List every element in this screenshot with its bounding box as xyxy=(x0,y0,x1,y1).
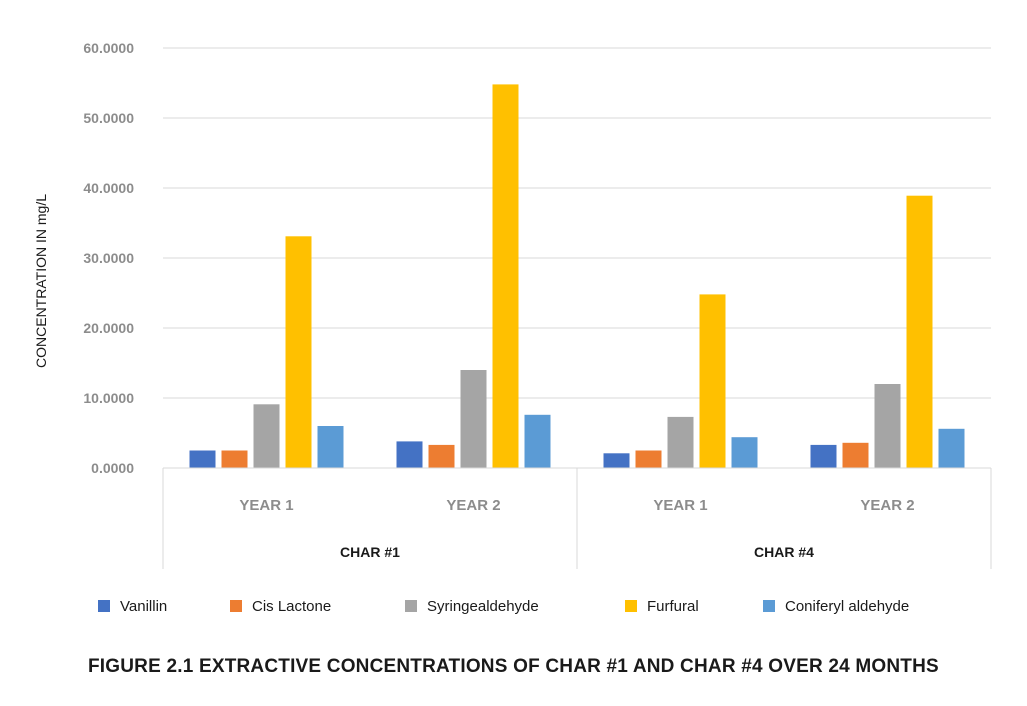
bar-coniferyl-aldehyde xyxy=(731,437,758,468)
x-category-label: YEAR 2 xyxy=(446,497,500,514)
bar-vanillin xyxy=(810,444,837,468)
x-category-label: YEAR 1 xyxy=(239,497,293,514)
x-category-label: YEAR 2 xyxy=(860,497,914,514)
y-tick-label: 60.0000 xyxy=(83,40,134,56)
y-tick-label: 50.0000 xyxy=(83,110,134,126)
bar-chart: 0.0000 10.0000 20.0000 30.0000 40.0000 50.000… xyxy=(33,40,992,569)
x-category-label: YEAR 1 xyxy=(653,497,707,514)
legend-label: Cis Lactone xyxy=(252,597,332,615)
legend-label: Syringealdehyde xyxy=(427,597,539,615)
bar-cis-lactone xyxy=(221,450,248,468)
legend-swatch xyxy=(405,600,417,612)
legend-label: Furfural xyxy=(647,597,699,615)
y-axis-ticks: 0.0000 10.0000 20.0000 30.0000 40.0000 50.000… xyxy=(83,40,134,476)
legend-label: Vanillin xyxy=(120,597,168,615)
bar-vanillin xyxy=(603,453,630,468)
bar-furfural xyxy=(699,294,726,468)
y-tick-label: 10.0000 xyxy=(83,390,134,406)
bar-furfural xyxy=(906,195,933,468)
legend-swatch xyxy=(625,600,637,612)
bar-syringealdehyde xyxy=(460,370,487,468)
legend-item: Coniferyl aldehyde xyxy=(763,594,909,618)
legend-item: Furfural xyxy=(625,594,699,618)
legend: Vanillin Cis Lactone Syringealdehyde Furfur… xyxy=(0,594,1027,618)
legend-swatch xyxy=(98,600,110,612)
y-tick-label: 0.0000 xyxy=(91,460,134,476)
bar-cis-lactone xyxy=(842,442,869,468)
bar-coniferyl-aldehyde xyxy=(317,426,344,468)
x-group-label: CHAR #1 xyxy=(340,544,400,560)
y-tick-label: 20.0000 xyxy=(83,320,134,336)
legend-label: Coniferyl aldehyde xyxy=(785,597,910,615)
bars xyxy=(189,84,965,469)
y-axis-label: CONCENTRATION IN mg/L xyxy=(33,194,49,368)
legend-swatch xyxy=(763,600,775,612)
legend-item: Syringealdehyde xyxy=(405,594,539,618)
y-tick-label: 30.0000 xyxy=(83,250,134,266)
legend-item: Cis Lactone xyxy=(230,594,331,618)
bar-syringealdehyde xyxy=(667,416,694,468)
x-axis: YEAR 1 YEAR 2 CHAR #1 YEAR 1 YEAR 2 CHAR #4 xyxy=(162,467,992,569)
bar-vanillin xyxy=(189,450,216,468)
bar-syringealdehyde xyxy=(874,384,901,468)
bar-coniferyl-aldehyde xyxy=(938,428,965,468)
bar-syringealdehyde xyxy=(253,404,280,468)
bar-furfural xyxy=(285,236,312,468)
bar-cis-lactone xyxy=(635,450,662,468)
y-tick-label: 40.0000 xyxy=(83,180,134,196)
legend-item: Vanillin xyxy=(98,594,167,618)
bar-furfural xyxy=(492,84,519,469)
legend-swatch xyxy=(230,600,242,612)
bar-coniferyl-aldehyde xyxy=(524,414,551,468)
bar-cis-lactone xyxy=(428,444,455,468)
x-group-label: CHAR #4 xyxy=(754,544,814,560)
figure-caption: FIGURE 2.1 EXTRACTIVE CONCENTRATIONS OF … xyxy=(88,656,939,677)
bar-vanillin xyxy=(396,441,423,468)
